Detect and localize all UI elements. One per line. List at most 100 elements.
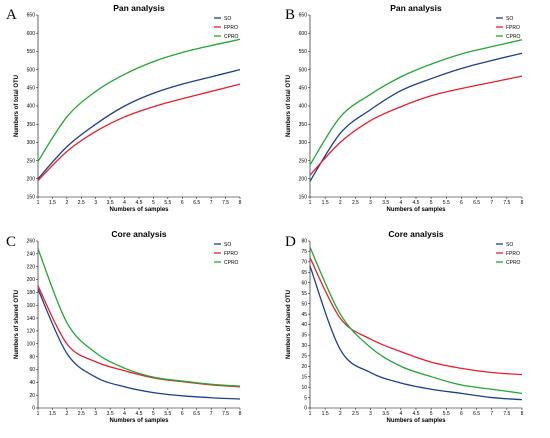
y-axis-label: Numbers of shared OTU bbox=[286, 290, 292, 359]
y-tick-label: 0 bbox=[304, 406, 307, 412]
series-line-so bbox=[37, 68, 241, 180]
y-tick-label: 260 bbox=[27, 239, 36, 245]
x-tick-label: 2 bbox=[339, 200, 342, 206]
chart-title: Core analysis bbox=[111, 229, 167, 239]
x-tick-label: 6.5 bbox=[473, 411, 480, 417]
x-tick-label: 3 bbox=[369, 411, 372, 417]
y-tick-label: 400 bbox=[27, 104, 36, 110]
x-tick-label: 7 bbox=[490, 200, 493, 206]
x-tick-label: 5 bbox=[152, 200, 155, 206]
panel-letter: D bbox=[285, 234, 296, 250]
x-axis-label: Numbers of samples bbox=[109, 207, 169, 213]
y-tick-label: 550 bbox=[27, 49, 36, 55]
y-tick-label: 80 bbox=[29, 354, 35, 360]
x-tick-label: 5 bbox=[152, 411, 155, 417]
legend-label-cpro: CPRO bbox=[506, 34, 521, 40]
y-tick-label: 450 bbox=[299, 86, 308, 92]
y-tick-label: 200 bbox=[27, 277, 36, 283]
y-tick-label: 600 bbox=[27, 31, 36, 37]
x-tick-label: 2 bbox=[65, 200, 68, 206]
x-tick-label: 1.5 bbox=[322, 411, 329, 417]
legend-label-cpro: CPRO bbox=[506, 260, 521, 266]
x-tick-label: 3.5 bbox=[382, 411, 389, 417]
series-line-fpro bbox=[309, 75, 523, 176]
y-tick-label: 45 bbox=[301, 312, 307, 318]
chart-title: Pan analysis bbox=[390, 3, 442, 13]
y-tick-label: 40 bbox=[29, 380, 35, 386]
x-tick-label: 8 bbox=[239, 200, 242, 206]
x-axis-label: Numbers of samples bbox=[386, 418, 446, 424]
x-tick-label: 6 bbox=[460, 200, 463, 206]
y-tick-label: 0 bbox=[32, 406, 35, 412]
y-tick-label: 500 bbox=[299, 67, 308, 73]
legend-label-so: SO bbox=[506, 16, 513, 22]
x-tick-label: 2 bbox=[65, 411, 68, 417]
x-tick-label: 7 bbox=[490, 411, 493, 417]
y-tick-label: 450 bbox=[27, 86, 36, 92]
x-tick-label: 5.5 bbox=[443, 200, 450, 206]
x-tick-label: 8 bbox=[521, 411, 524, 417]
x-tick-label: 6.5 bbox=[193, 411, 200, 417]
x-axis-label: Numbers of samples bbox=[109, 418, 169, 424]
y-tick-label: 100 bbox=[27, 341, 36, 347]
y-tick-label: 5 bbox=[304, 395, 307, 401]
x-tick-label: 1 bbox=[309, 200, 312, 206]
x-tick-label: 6 bbox=[181, 411, 184, 417]
y-tick-label: 70 bbox=[301, 260, 307, 266]
series-line-fpro bbox=[309, 257, 523, 376]
y-tick-label: 80 bbox=[301, 239, 307, 245]
y-tick-label: 55 bbox=[301, 291, 307, 297]
x-tick-label: 3.5 bbox=[107, 411, 114, 417]
y-tick-label: 400 bbox=[299, 104, 308, 110]
x-tick-label: 5.5 bbox=[164, 200, 171, 206]
x-tick-label: 1.5 bbox=[49, 200, 56, 206]
x-tick-label: 5.5 bbox=[164, 411, 171, 417]
x-tick-label: 3 bbox=[94, 200, 97, 206]
y-tick-label: 30 bbox=[301, 343, 307, 349]
y-tick-label: 35 bbox=[301, 333, 307, 339]
y-tick-label: 550 bbox=[299, 49, 308, 55]
chart-panel-a: A Pan analysis 150 200 250 300 350 400 450 500 550… bbox=[6, 3, 242, 213]
chart-panel-d: D Core analysis05101520253035404550556065… bbox=[285, 229, 524, 424]
x-tick-label: 5.5 bbox=[443, 411, 450, 417]
y-tick-label: 180 bbox=[27, 290, 36, 296]
legend-label-fpro: FPRO bbox=[506, 251, 520, 257]
x-tick-label: 4 bbox=[399, 411, 402, 417]
y-tick-label: 250 bbox=[299, 158, 308, 164]
y-tick-label: 350 bbox=[299, 122, 308, 128]
chart-title: Core analysis bbox=[388, 229, 444, 239]
panel-letter: A bbox=[6, 7, 17, 23]
y-tick-label: 600 bbox=[299, 31, 308, 37]
y-tick-label: 60 bbox=[301, 280, 307, 286]
x-tick-label: 2.5 bbox=[352, 411, 359, 417]
x-tick-label: 1 bbox=[309, 411, 312, 417]
x-tick-label: 4 bbox=[123, 200, 126, 206]
chart-title: Pan analysis bbox=[113, 3, 165, 13]
x-tick-label: 2.5 bbox=[78, 200, 85, 206]
y-tick-label: 120 bbox=[27, 329, 36, 335]
y-axis-label: Numbers of total OTU bbox=[14, 75, 20, 137]
series-line-cpro bbox=[309, 39, 523, 166]
series-line-so bbox=[309, 52, 523, 182]
y-tick-label: 15 bbox=[301, 374, 307, 380]
x-tick-label: 7.5 bbox=[503, 200, 510, 206]
y-tick-label: 350 bbox=[27, 122, 36, 128]
x-tick-label: 2 bbox=[339, 411, 342, 417]
y-tick-label: 20 bbox=[301, 364, 307, 370]
x-tick-label: 1.5 bbox=[322, 200, 329, 206]
y-tick-label: 140 bbox=[27, 316, 36, 322]
series-line-fpro bbox=[37, 83, 241, 182]
y-tick-label: 300 bbox=[299, 140, 308, 146]
chart-panel-c: C Core analysis 0 20 40 60 80 100 120 140 160 180 20… bbox=[6, 229, 242, 424]
x-tick-label: 8 bbox=[239, 411, 242, 417]
y-tick-label: 200 bbox=[27, 177, 36, 183]
y-tick-label: 10 bbox=[301, 385, 307, 391]
y-tick-label: 200 bbox=[299, 177, 308, 183]
x-tick-label: 8 bbox=[521, 200, 524, 206]
x-tick-label: 7 bbox=[210, 200, 213, 206]
x-tick-label: 4.5 bbox=[413, 411, 420, 417]
x-tick-label: 7.5 bbox=[503, 411, 510, 417]
x-tick-label: 3 bbox=[94, 411, 97, 417]
series-line-cpro bbox=[37, 38, 241, 162]
y-tick-label: 50 bbox=[301, 301, 307, 307]
